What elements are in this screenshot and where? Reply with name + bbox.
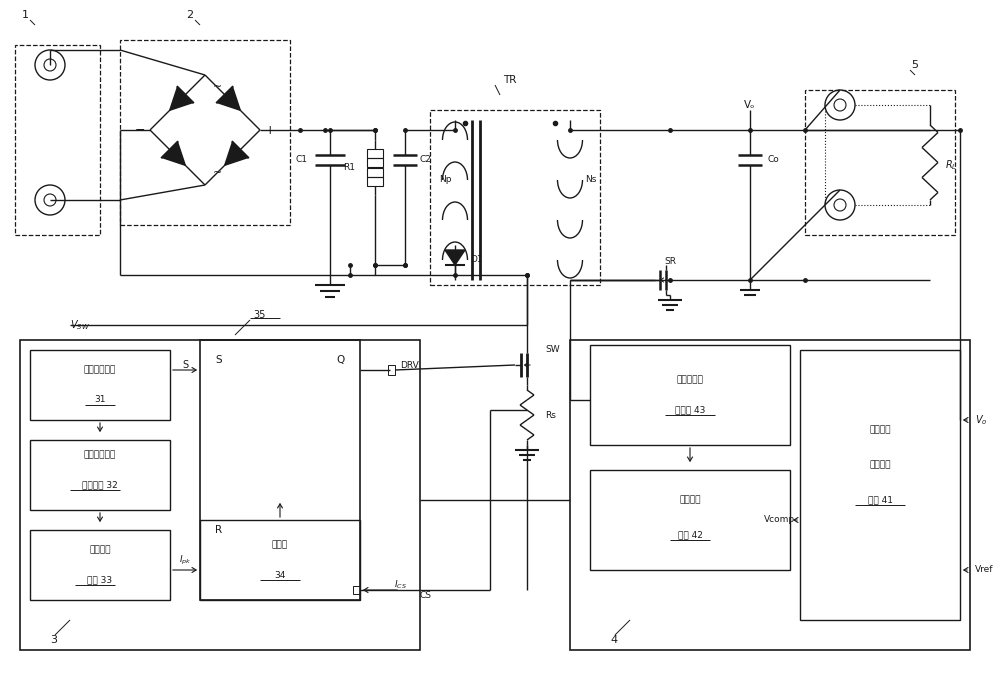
- Text: 成单元 43: 成单元 43: [675, 405, 705, 414]
- Text: 第二计算: 第二计算: [679, 496, 701, 505]
- Text: 4: 4: [610, 635, 617, 645]
- Polygon shape: [225, 142, 248, 165]
- Text: −: −: [135, 123, 145, 136]
- Text: C2: C2: [420, 155, 432, 164]
- Bar: [367, 167, 383, 176]
- Text: 35: 35: [254, 310, 266, 320]
- Text: 单元 41: 单元 41: [868, 496, 893, 505]
- Bar: [590, 470, 790, 570]
- Bar: [120, 40, 290, 225]
- Text: Q: Q: [337, 355, 345, 365]
- Text: SR: SR: [664, 258, 676, 267]
- Text: 目标时间参数: 目标时间参数: [84, 451, 116, 459]
- Text: 单元 42: 单元 42: [678, 531, 702, 540]
- Text: 误差补偿: 误差补偿: [869, 426, 891, 435]
- Bar: [20, 340, 420, 650]
- Text: 获取单元 32: 获取单元 32: [82, 480, 118, 489]
- Text: 34: 34: [274, 570, 286, 580]
- Text: 电压采样单元: 电压采样单元: [84, 365, 116, 375]
- Text: 31: 31: [94, 395, 106, 405]
- Text: Ns: Ns: [585, 176, 596, 185]
- Text: ~: ~: [212, 82, 222, 92]
- Bar: [30, 530, 170, 600]
- Text: +: +: [265, 123, 275, 136]
- Text: SW: SW: [545, 346, 560, 354]
- Text: $R_L$: $R_L$: [945, 158, 957, 172]
- Text: R: R: [215, 525, 222, 535]
- Text: 3: 3: [50, 635, 57, 645]
- Text: ~: ~: [212, 168, 222, 178]
- Bar: [388, 365, 395, 375]
- Text: Vref: Vref: [975, 566, 994, 575]
- Polygon shape: [445, 250, 465, 265]
- Text: Vₒ: Vₒ: [744, 100, 756, 110]
- Text: R1: R1: [343, 163, 355, 172]
- Text: 5: 5: [912, 60, 918, 70]
- Text: $I_{CS}$: $I_{CS}$: [394, 579, 406, 592]
- Bar: [367, 158, 383, 167]
- Bar: [200, 340, 360, 600]
- Text: 单元 33: 单元 33: [87, 575, 113, 584]
- Bar: [570, 340, 970, 650]
- Bar: [590, 345, 790, 445]
- Text: TR: TR: [503, 75, 517, 85]
- Text: C1: C1: [296, 155, 308, 164]
- Bar: [30, 440, 170, 510]
- Text: 2: 2: [186, 10, 194, 20]
- Text: 控制信号生: 控制信号生: [677, 375, 703, 384]
- Polygon shape: [162, 142, 185, 165]
- Text: $V_{SW}$: $V_{SW}$: [70, 318, 90, 332]
- Text: Np: Np: [439, 176, 451, 185]
- Text: 1: 1: [22, 10, 28, 20]
- Polygon shape: [217, 87, 240, 111]
- Bar: [800, 350, 960, 620]
- Text: Co: Co: [768, 155, 780, 164]
- Text: Rs: Rs: [545, 410, 556, 419]
- Text: S: S: [215, 355, 222, 365]
- Bar: [367, 149, 383, 158]
- Text: DRV: DRV: [400, 360, 419, 370]
- Text: $I_{pk}$: $I_{pk}$: [179, 554, 191, 566]
- Text: 第一计算: 第一计算: [89, 545, 111, 554]
- Bar: [353, 586, 360, 594]
- Text: $V_o$: $V_o$: [975, 413, 987, 427]
- Text: 比较器: 比较器: [272, 540, 288, 550]
- Bar: [430, 110, 600, 285]
- Bar: [805, 90, 955, 235]
- Bar: [200, 520, 360, 600]
- Text: 信号生成: 信号生成: [869, 461, 891, 470]
- Text: S: S: [182, 360, 188, 370]
- Polygon shape: [170, 87, 193, 111]
- Text: CS: CS: [420, 591, 432, 599]
- Bar: [30, 350, 170, 420]
- Text: Vcomp: Vcomp: [764, 515, 795, 524]
- Bar: [15, 45, 100, 235]
- Bar: [367, 176, 383, 186]
- Text: D1: D1: [470, 256, 483, 265]
